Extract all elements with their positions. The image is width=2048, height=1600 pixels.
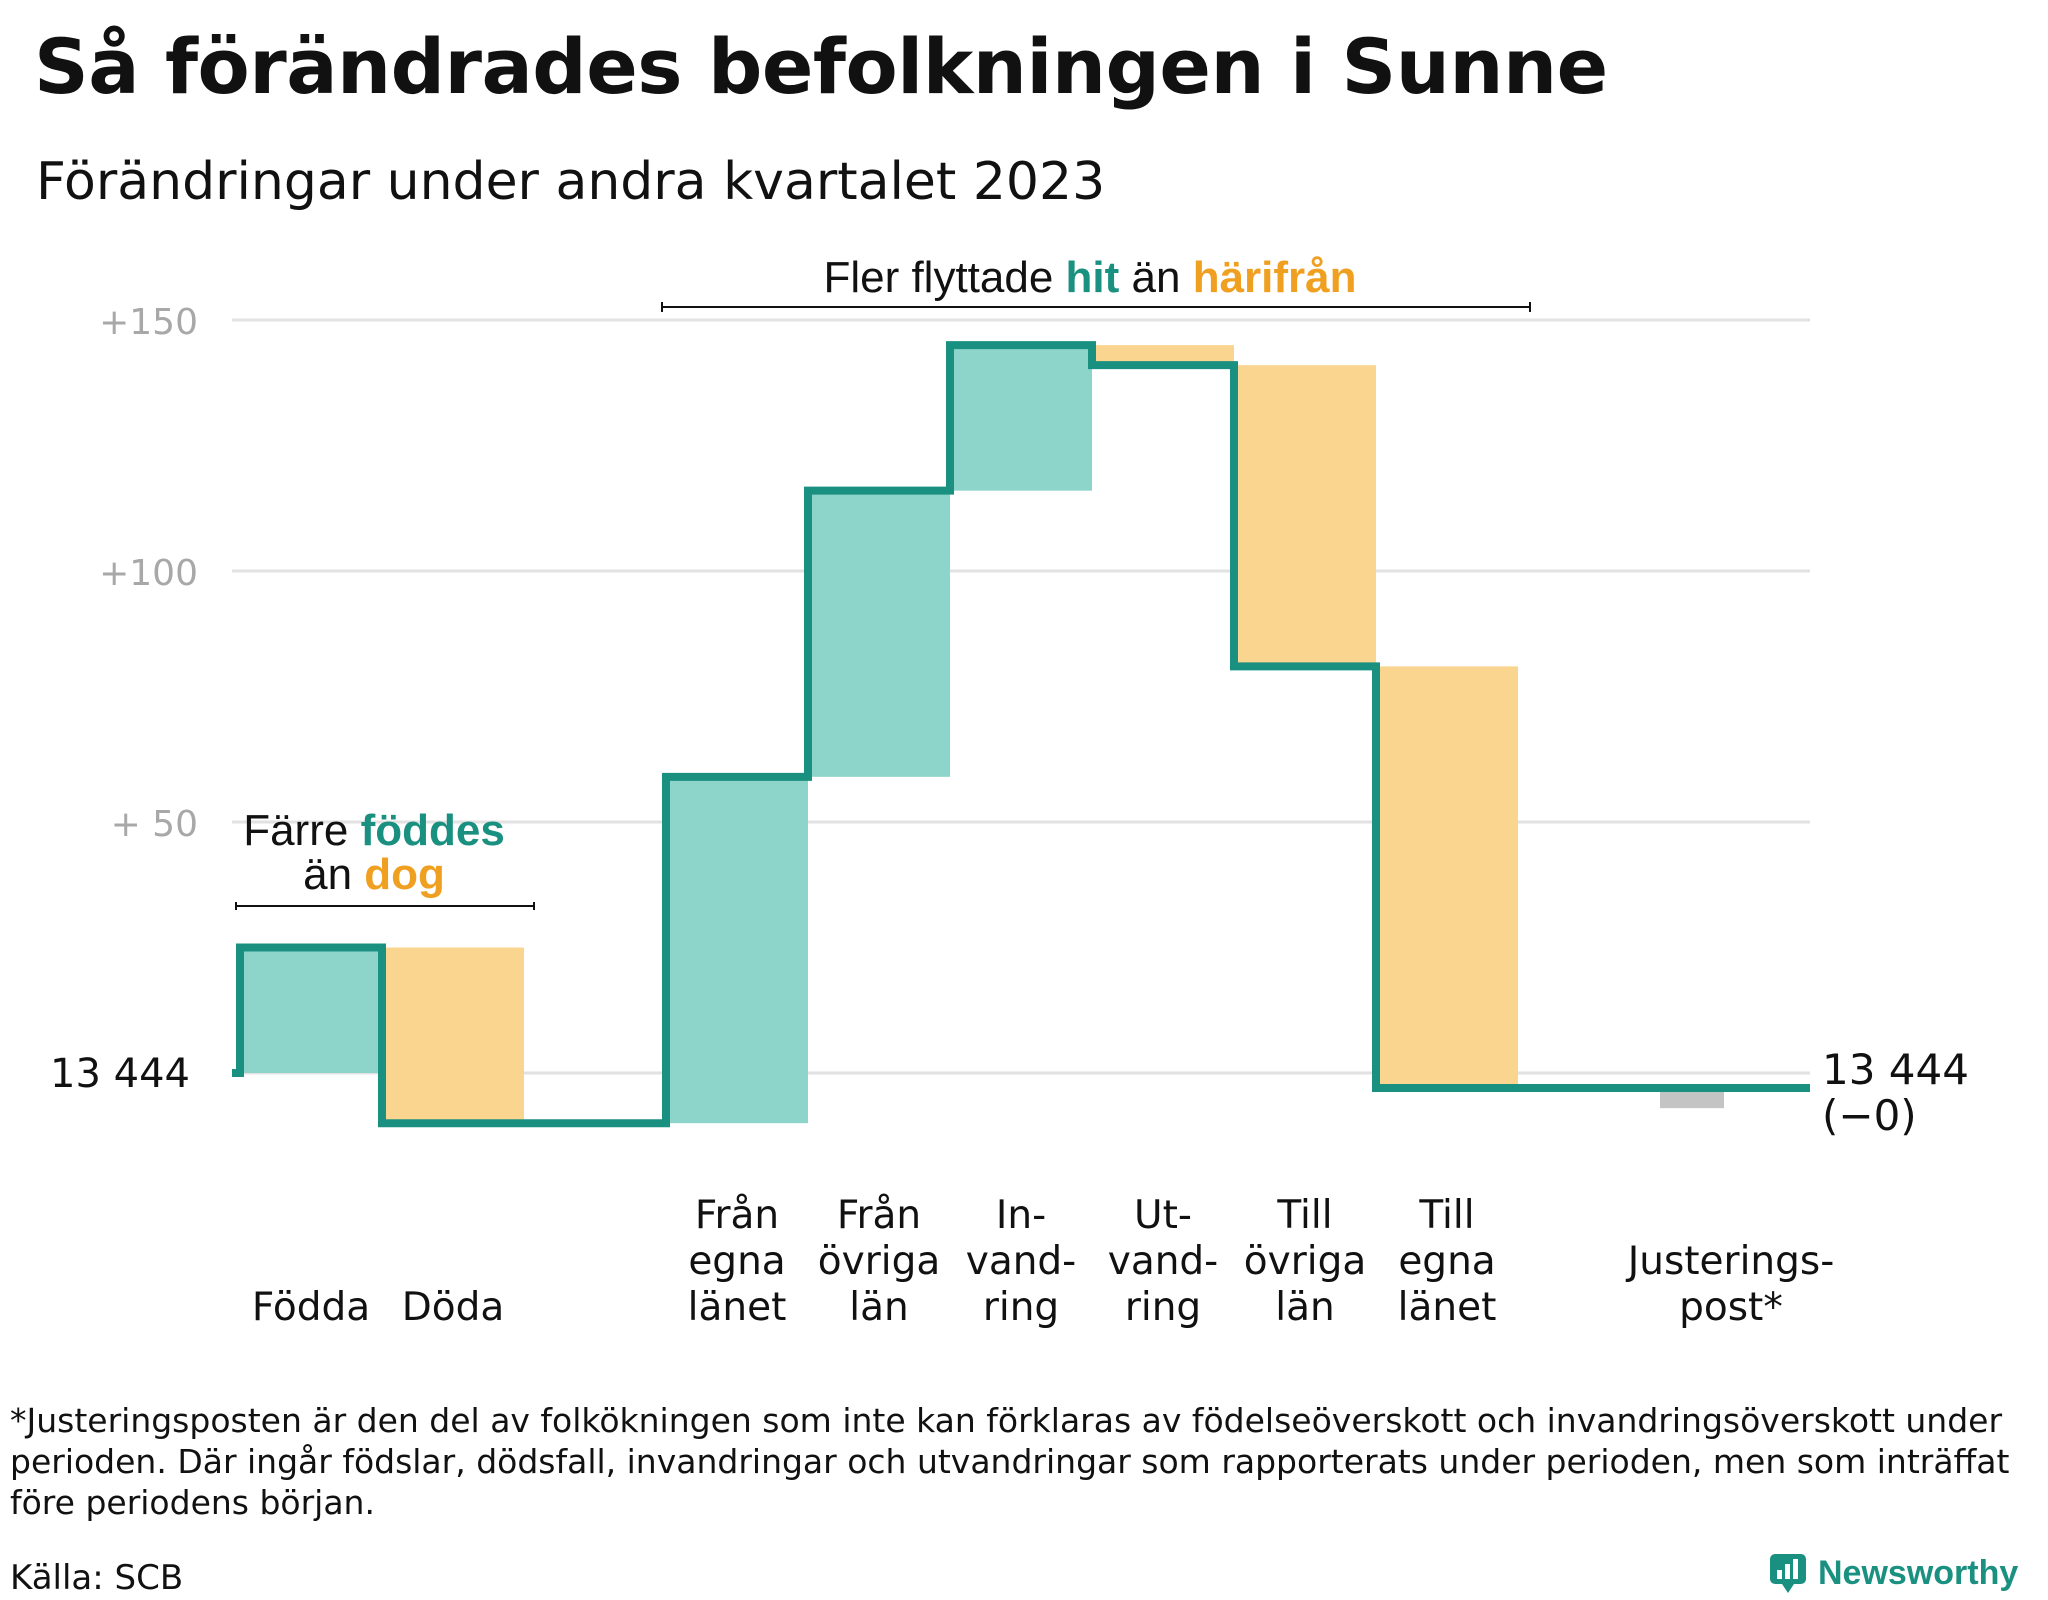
category-label: Justerings- bbox=[1625, 1239, 1835, 1284]
annotation-migration: Fler flyttade hit än härifrån bbox=[823, 253, 1356, 302]
category-label: Till bbox=[1276, 1193, 1332, 1238]
bar-layer bbox=[240, 345, 1724, 1124]
annotation-text: Färre bbox=[243, 806, 360, 855]
bar-inflow bbox=[240, 947, 382, 1073]
end-change-label: (−0) bbox=[1822, 1091, 1917, 1140]
category-label: vand- bbox=[1108, 1239, 1219, 1284]
y-tick-label: + 50 bbox=[111, 804, 198, 845]
annotation-text: än bbox=[303, 850, 364, 899]
category-label: In- bbox=[996, 1193, 1046, 1238]
bar-outflow bbox=[1092, 345, 1234, 366]
category-label: länet bbox=[1398, 1285, 1497, 1330]
category-label: Till bbox=[1418, 1193, 1474, 1238]
bar-inflow bbox=[808, 490, 950, 777]
step-line bbox=[232, 341, 1810, 1128]
brand-name: Newsworthy bbox=[1818, 1553, 2019, 1592]
category-label: Ut- bbox=[1134, 1193, 1192, 1238]
source-label: Källa: SCB bbox=[10, 1558, 184, 1598]
category-label: Döda bbox=[402, 1285, 505, 1330]
category-label: Från bbox=[837, 1193, 921, 1238]
chart-title: Så förändrades befolkningen i Sunne bbox=[34, 22, 1608, 111]
category-label: länet bbox=[688, 1285, 787, 1330]
category-label: övriga bbox=[1244, 1239, 1366, 1284]
chart-subtitle: Förändringar under andra kvartalet 2023 bbox=[36, 152, 1106, 212]
annotation-births-line1: Färre föddes bbox=[243, 806, 505, 855]
bar-adjustment bbox=[1660, 1088, 1724, 1109]
baseline-label: 13 444 bbox=[50, 1051, 190, 1097]
annotation-births-line2: än dog bbox=[303, 850, 445, 899]
category-label: län bbox=[849, 1285, 908, 1330]
brand-logo[interactable]: Newsworthy bbox=[1768, 1552, 2018, 1594]
bar-outflow bbox=[1376, 666, 1518, 1089]
newsworthy-logo-icon bbox=[1768, 1552, 1808, 1594]
annotation-bracket bbox=[235, 902, 535, 910]
annotation-highlight: dog bbox=[364, 850, 445, 899]
footnote: *Justeringsposten är den del av folkökni… bbox=[10, 1401, 2010, 1522]
end-value-label: 13 444 bbox=[1822, 1045, 1969, 1094]
bar-inflow bbox=[666, 776, 808, 1124]
annotation-text: än bbox=[1119, 253, 1192, 302]
category-label: Från bbox=[695, 1193, 779, 1238]
annotation-highlight: hit bbox=[1066, 253, 1120, 302]
annotation-highlight: föddes bbox=[361, 806, 505, 855]
category-label: ring bbox=[983, 1285, 1059, 1330]
category-label: post* bbox=[1679, 1285, 1783, 1330]
y-tick-label: +150 bbox=[99, 302, 198, 343]
category-label: vand- bbox=[966, 1239, 1077, 1284]
category-label: ring bbox=[1125, 1285, 1201, 1330]
annotation-bracket bbox=[661, 302, 1531, 312]
y-tick-label: +100 bbox=[99, 553, 198, 594]
category-label: övriga bbox=[818, 1239, 940, 1284]
category-label: egna bbox=[1398, 1239, 1495, 1284]
category-label: Födda bbox=[252, 1285, 370, 1330]
bar-outflow bbox=[1234, 365, 1376, 667]
step-line-layer bbox=[232, 341, 1810, 1128]
annotation-highlight: härifrån bbox=[1193, 253, 1357, 302]
category-label: egna bbox=[688, 1239, 785, 1284]
category-label: län bbox=[1275, 1285, 1334, 1330]
bar-outflow bbox=[382, 947, 524, 1124]
annotation-text: Fler flyttade bbox=[823, 253, 1065, 302]
bar-inflow bbox=[950, 345, 1092, 491]
